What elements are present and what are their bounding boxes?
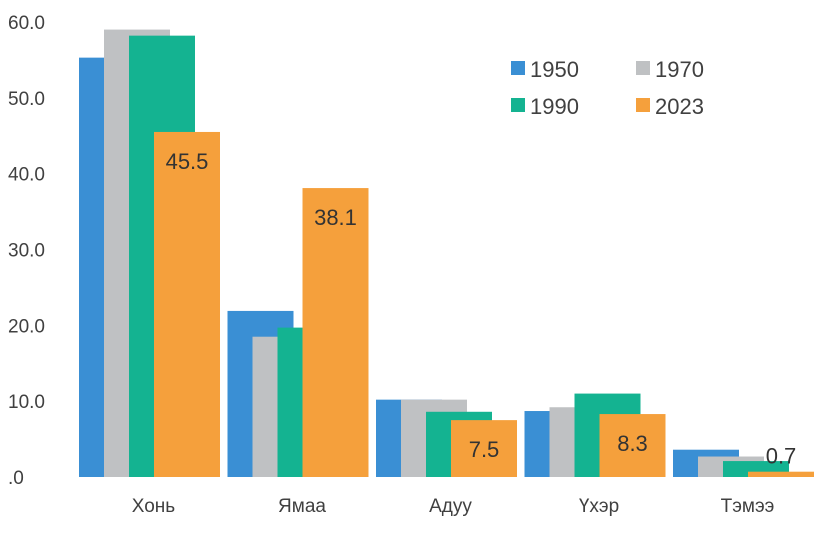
data-label: 45.5: [166, 149, 209, 174]
y-tick-label: .0: [8, 468, 24, 489]
bar-2023-4: [748, 471, 814, 477]
x-category-label: Ямаа: [278, 496, 326, 517]
data-label: 0.7: [766, 444, 797, 469]
y-tick-label: 30.0: [8, 241, 45, 262]
bars: [79, 29, 814, 478]
legend-swatch: [636, 61, 650, 75]
y-axis: 60.0 50.0 40.0 30.0 20.0 10.0 .0: [8, 13, 45, 489]
bar-2023-1: [302, 188, 369, 477]
bar-2023-2: [451, 420, 517, 477]
y-tick-label: 50.0: [8, 89, 45, 110]
x-category-label: Тэмээ: [721, 496, 775, 517]
legend-label: 2023: [655, 94, 704, 119]
bar-2023-0: [154, 131, 220, 478]
data-label: 38.1: [314, 205, 357, 230]
x-category-label: Үхэр: [579, 496, 619, 517]
data-label: 8.3: [617, 431, 648, 456]
y-tick-label: 20.0: [8, 316, 45, 337]
legend-swatch: [511, 61, 525, 75]
legend: 1950 1970 1990 2023: [511, 57, 704, 119]
data-label: 7.5: [469, 437, 500, 462]
x-category-label: Адуу: [429, 496, 472, 517]
y-tick-label: 40.0: [8, 165, 45, 186]
legend-label: 1990: [530, 94, 579, 119]
data-labels: 45.5 38.1 7.5 8.3 0.7: [166, 149, 797, 469]
x-category-label: Хонь: [132, 496, 176, 517]
legend-swatch: [511, 98, 525, 112]
x-axis: Хонь Ямаа Адуу Үхэр Тэмээ: [132, 496, 775, 517]
legend-label: 1950: [530, 57, 579, 82]
legend-swatch: [636, 98, 650, 112]
y-tick-label: 60.0: [8, 13, 45, 34]
y-tick-label: 10.0: [8, 392, 45, 413]
bar-2023-3: [599, 414, 666, 477]
legend-label: 1970: [655, 57, 704, 82]
